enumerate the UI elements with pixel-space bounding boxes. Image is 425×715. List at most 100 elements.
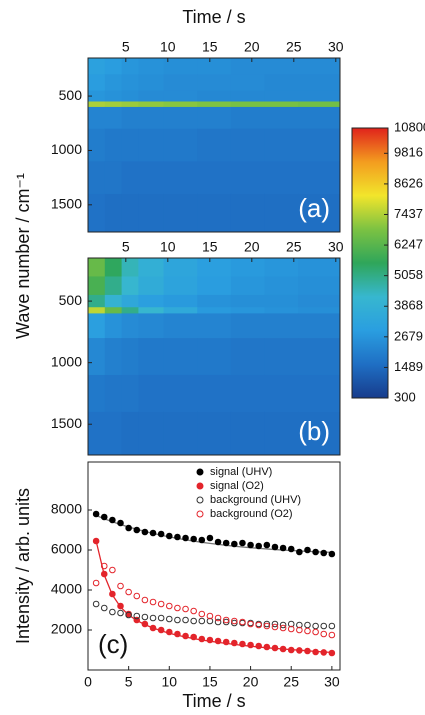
heat-cell <box>121 313 139 339</box>
legend-label: background (O2) <box>210 508 293 520</box>
data-point <box>255 542 263 550</box>
heat-cell <box>230 58 265 75</box>
legend-label: signal (O2) <box>210 480 264 492</box>
heat-cell <box>163 307 198 314</box>
heat-cell <box>121 106 139 130</box>
heat-cell <box>138 90 164 102</box>
heat-cell <box>298 338 341 376</box>
x-tick-label: 30 <box>328 239 344 255</box>
heat-cell <box>264 411 299 456</box>
colorbar-tick-label: 8626 <box>394 175 423 190</box>
x-tick-label: 5 <box>122 239 130 255</box>
data-point <box>320 622 328 630</box>
heat-cell <box>121 74 139 92</box>
data-point <box>141 596 149 604</box>
legend-label: signal (UHV) <box>210 466 272 478</box>
data-point <box>157 600 165 608</box>
y-tick-label: 1000 <box>51 141 82 157</box>
heat-cell <box>138 411 164 456</box>
heat-cell <box>121 101 139 108</box>
data-point <box>190 607 197 615</box>
x-tick-label: 10 <box>160 239 176 255</box>
data-point <box>279 621 287 629</box>
heat-cell <box>104 74 122 92</box>
data-point <box>149 614 157 622</box>
heat-cell <box>138 58 164 75</box>
heat-cell <box>138 338 164 376</box>
x-tick-label: 20 <box>244 239 260 255</box>
heat-cell <box>88 128 106 162</box>
heat-cell <box>230 338 265 376</box>
heat-cell <box>88 74 106 92</box>
x-axis-title: Time / s <box>182 7 245 27</box>
y-axis-title: Intensity / arb. units <box>13 488 33 644</box>
data-point <box>174 616 181 624</box>
heat-cell <box>264 258 299 277</box>
data-point <box>157 530 165 538</box>
x-tick-label: 25 <box>286 239 302 255</box>
x-tick-label: 15 <box>202 239 218 255</box>
data-point <box>279 624 287 632</box>
data-point <box>304 627 311 635</box>
data-point <box>296 626 303 634</box>
heat-cell <box>264 128 299 162</box>
data-point <box>198 610 206 618</box>
data-point <box>320 630 328 638</box>
heat-cell <box>163 411 198 456</box>
heat-cell <box>104 338 122 376</box>
data-point <box>165 615 173 623</box>
data-point <box>287 620 295 628</box>
data-point <box>231 619 238 627</box>
y-tick-label: 1500 <box>51 415 82 431</box>
heat-cell <box>104 106 122 130</box>
heat-cell <box>230 101 265 108</box>
heat-cell <box>230 411 265 456</box>
y-tick-label: 500 <box>59 292 83 308</box>
heat-cell <box>197 411 232 456</box>
data-point <box>279 645 287 653</box>
heat-cell <box>298 313 341 339</box>
heat-cell <box>163 193 198 233</box>
data-point <box>100 513 108 521</box>
heat-cell <box>138 106 164 130</box>
data-point <box>92 537 100 545</box>
x-tick-label: 10 <box>162 674 178 690</box>
data-point <box>287 646 295 654</box>
x-tick-label: 25 <box>283 674 299 690</box>
heat-cell <box>104 161 122 195</box>
heat-cell <box>163 276 198 296</box>
heat-cell <box>163 74 198 92</box>
heat-cell <box>163 90 198 102</box>
data-point <box>312 548 319 556</box>
heat-cell <box>264 374 299 413</box>
heat-cell <box>298 258 341 277</box>
heat-cell <box>121 258 139 277</box>
heat-cell <box>138 101 164 108</box>
plot-frame <box>87 257 341 456</box>
legend-label: background (UHV) <box>210 494 301 506</box>
heat-cell <box>197 58 232 75</box>
data-point <box>206 617 214 625</box>
heat-cell <box>197 193 232 233</box>
heat-cell <box>138 276 164 296</box>
heat-cell <box>230 74 265 92</box>
heat-cell <box>104 307 122 314</box>
data-point <box>239 640 246 648</box>
data-point <box>247 620 254 628</box>
heat-cell <box>163 161 198 195</box>
data-point <box>222 618 230 626</box>
data-point <box>141 620 149 628</box>
data-point <box>328 631 336 639</box>
data-point <box>320 549 328 557</box>
heat-cell <box>88 90 106 102</box>
colorbar-tick-label: 1489 <box>394 359 423 374</box>
x-tick-label: 0 <box>84 674 92 690</box>
data-point <box>222 616 230 624</box>
data-point <box>296 548 303 556</box>
heat-cell <box>104 90 122 102</box>
data-point <box>165 532 173 540</box>
heat-cell <box>264 276 299 296</box>
data-point <box>109 608 116 616</box>
data-point <box>190 633 197 641</box>
heat-cell <box>121 338 139 376</box>
